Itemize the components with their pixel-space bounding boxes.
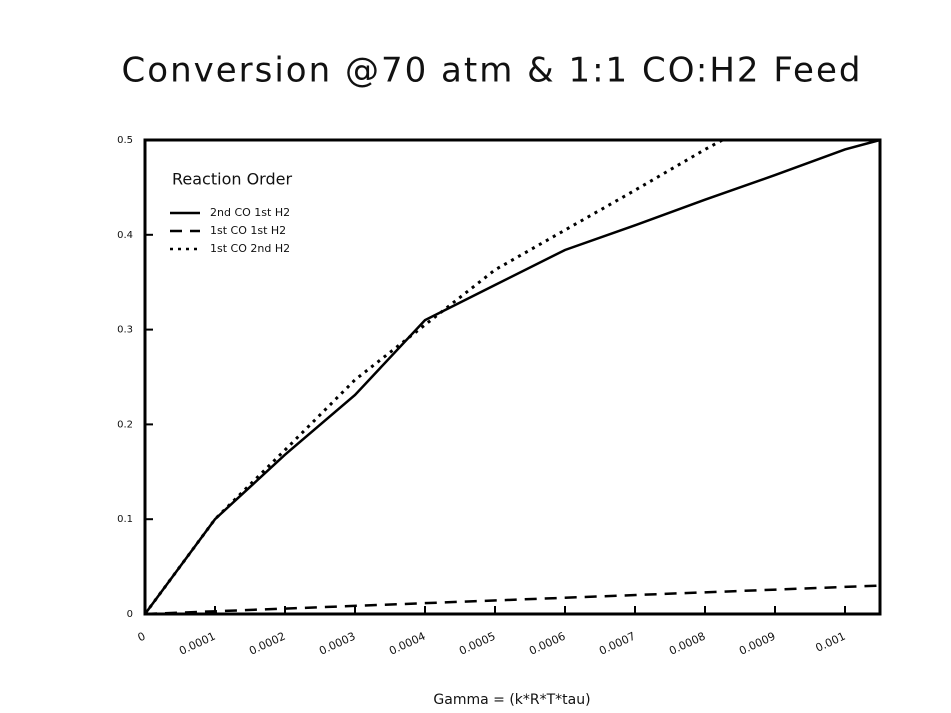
legend-title: Reaction Order [172, 170, 292, 189]
y-tick-label: 0.2 [117, 419, 133, 430]
legend-label: 1st CO 2nd H2 [210, 242, 290, 255]
y-tick-label: 0.4 [117, 230, 133, 241]
x-tick-label: 0.0006 [527, 630, 567, 658]
x-tick-label: 0 [136, 630, 148, 645]
plot-frame [143, 138, 882, 616]
series-line [144, 584, 881, 616]
x-tick-label: 0.0009 [737, 630, 777, 658]
x-tick-label: 0.001 [813, 630, 847, 655]
x-tick-label: 0.0008 [667, 630, 707, 658]
x-tick-label: 0.0001 [177, 630, 217, 658]
y-tick-label: 0 [127, 609, 133, 620]
x-tick-label: 0.0004 [387, 630, 427, 658]
x-tick-label: 0.0005 [457, 630, 497, 658]
legend-label: 2nd CO 1st H2 [210, 206, 290, 219]
series-line [143, 138, 724, 615]
y-tick-label: 0.5 [117, 135, 133, 146]
x-axis-label: Gamma = (k*R*T*tau) [433, 692, 590, 708]
x-tick-label: 0.0003 [317, 630, 357, 658]
chart-title: Conversion @70 atm & 1:1 CO:H2 Feed [122, 51, 863, 91]
y-tick-label: 0.3 [117, 325, 133, 336]
x-tick-label: 0.0002 [247, 630, 287, 658]
legend-label: 1st CO 1st H2 [210, 224, 286, 237]
x-tick-label: 0.0007 [597, 630, 637, 658]
series-line [143, 138, 881, 615]
y-tick-label: 0.1 [117, 514, 133, 525]
